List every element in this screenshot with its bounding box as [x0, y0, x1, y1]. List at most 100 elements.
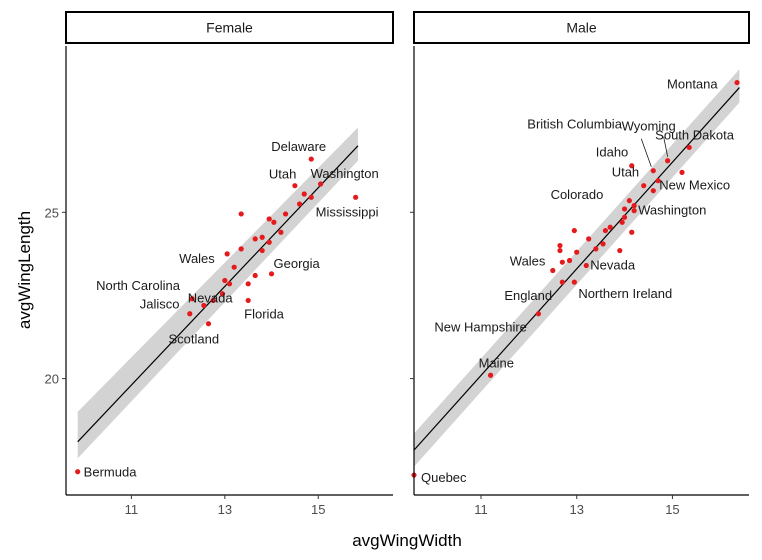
- data-point: [571, 227, 577, 234]
- label-leader-line: [640, 138, 652, 167]
- point-label: Nevada: [590, 258, 636, 273]
- data-point: [266, 216, 272, 222]
- data-point: [292, 183, 298, 189]
- data-point: [266, 239, 272, 245]
- data-point: [650, 188, 656, 194]
- x-tick-label: 13: [218, 502, 232, 517]
- data-point: [550, 267, 556, 274]
- data-point: [557, 242, 563, 249]
- data-point: [586, 236, 592, 242]
- point-label: South Dakota: [655, 127, 735, 142]
- data-point: [308, 156, 314, 162]
- point-label: Bermuda: [84, 465, 138, 480]
- data-point: [210, 297, 216, 304]
- data-point: [535, 311, 542, 317]
- data-point: [187, 311, 193, 317]
- data-point: [593, 246, 599, 252]
- data-point: [629, 229, 635, 235]
- point-label: England: [504, 288, 552, 303]
- data-point: [621, 206, 628, 212]
- point-label: Utah: [269, 167, 296, 182]
- data-point: [252, 272, 258, 279]
- data-point: [259, 234, 265, 240]
- data-point: [602, 227, 609, 234]
- data-point: [665, 158, 671, 164]
- point-label: Idaho: [596, 145, 629, 160]
- data-point: [574, 249, 580, 255]
- x-tick-label: 15: [665, 502, 679, 517]
- data-point: [600, 241, 606, 247]
- data-point: [231, 264, 237, 270]
- data-point: [268, 271, 275, 277]
- data-point: [621, 214, 628, 220]
- data-point: [271, 219, 277, 225]
- y-axis-title: avgWingLength: [15, 211, 34, 329]
- data-point: [641, 183, 647, 189]
- point-label: New Hampshire: [434, 320, 526, 335]
- point-label: Wales: [510, 254, 546, 269]
- data-point: [245, 281, 251, 287]
- data-point: [655, 178, 661, 184]
- data-point: [631, 203, 637, 209]
- facet-strip-label: Male: [566, 20, 597, 36]
- point-label: Wales: [179, 251, 215, 266]
- y-tick-label: 20: [45, 372, 59, 387]
- point-label: Florida: [244, 306, 285, 321]
- x-tick-label: 11: [125, 502, 139, 517]
- data-point: [259, 247, 265, 254]
- data-point: [626, 198, 632, 204]
- point-label: Nevada: [188, 290, 234, 305]
- data-point: [252, 236, 258, 242]
- facet-strip: [65, 11, 394, 44]
- point-label: Jalisco: [140, 297, 180, 312]
- data-point: [308, 194, 314, 200]
- point-label: Delaware: [271, 139, 326, 154]
- point-label: Scotland: [168, 332, 219, 347]
- x-tick-label: 11: [474, 502, 488, 517]
- point-label: New Mexico: [659, 178, 730, 193]
- facet-strip-label: Female: [206, 20, 253, 36]
- point-label: Utah: [612, 165, 639, 180]
- data-point: [559, 279, 565, 285]
- data-point: [224, 251, 230, 257]
- label-leader-line: [663, 136, 669, 157]
- data-point: [317, 181, 324, 187]
- data-point: [238, 211, 244, 217]
- data-point: [487, 372, 494, 378]
- point-label: British Columbia: [527, 117, 622, 132]
- data-point: [278, 229, 284, 235]
- data-point: [559, 259, 565, 265]
- facet-strip: [413, 11, 750, 44]
- point-label: Quebec: [421, 470, 467, 485]
- data-point: [686, 144, 692, 151]
- data-point: [566, 257, 573, 264]
- y-tick-label: 25: [45, 205, 59, 220]
- data-point: [75, 469, 81, 475]
- data-point: [617, 247, 623, 254]
- x-tick-label: 15: [311, 502, 325, 517]
- point-label: North Carolina: [96, 278, 181, 293]
- x-axis-title: avgWingWidth: [352, 531, 462, 550]
- data-point: [219, 291, 226, 297]
- point-label: Maine: [479, 355, 514, 370]
- data-point: [557, 247, 563, 254]
- data-point: [631, 208, 637, 214]
- data-point: [607, 224, 613, 230]
- data-point: [245, 297, 251, 304]
- data-point: [189, 296, 195, 302]
- point-label: Colorado: [551, 187, 604, 202]
- data-point: [201, 302, 207, 309]
- data-point: [679, 169, 685, 175]
- facet-panel-female: Female Bermuda Mississippi Delaware Washingt…: [45, 11, 394, 517]
- data-point: [296, 201, 303, 207]
- data-point: [734, 79, 740, 86]
- point-label: Washington: [311, 166, 379, 181]
- data-point: [205, 321, 212, 327]
- regression-line: [413, 87, 740, 451]
- data-point: [629, 163, 635, 169]
- data-point: [238, 246, 244, 252]
- data-point: [222, 277, 228, 284]
- data-point: [353, 194, 359, 200]
- point-label: Montana: [667, 77, 718, 92]
